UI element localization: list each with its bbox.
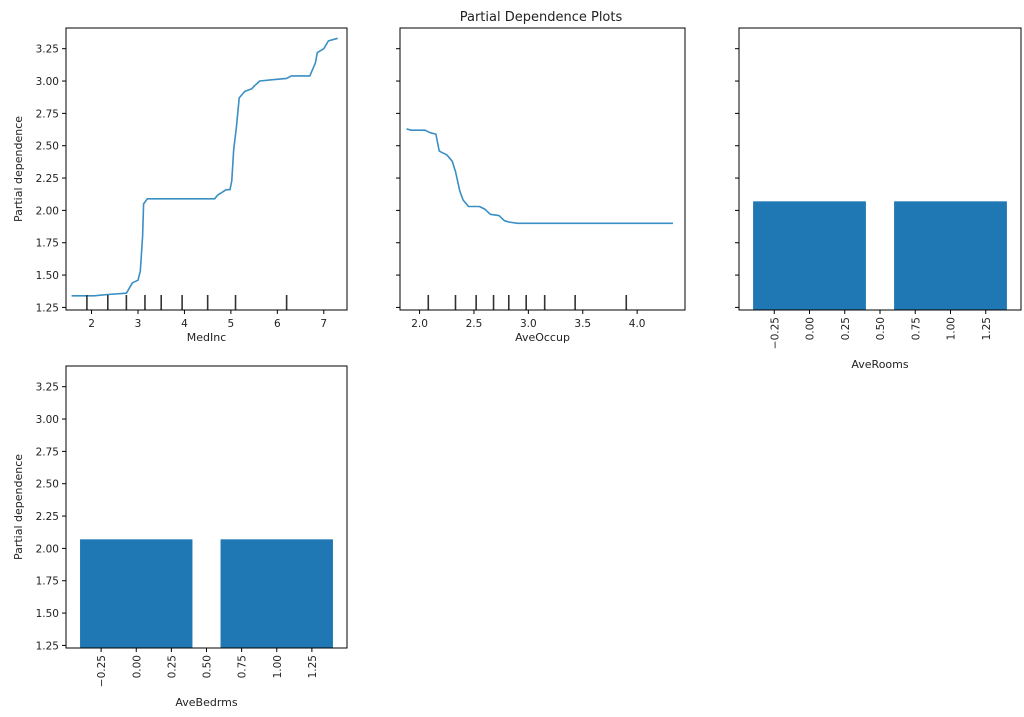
axes-frame	[399, 27, 686, 311]
ytick-label: 3.00	[36, 414, 59, 426]
ytick-label: 1.75	[36, 576, 59, 588]
ytick-label: 2.00	[36, 205, 59, 217]
xtick-label: 0.50	[875, 317, 887, 340]
xtick-label: 3	[135, 318, 142, 330]
ytick-label: 2.00	[36, 543, 59, 555]
ytick-label: 3.00	[36, 76, 59, 88]
bar-0	[80, 539, 193, 648]
x-axis-label: AveBedrms	[175, 696, 237, 709]
xtick-label: 4	[181, 318, 188, 330]
subplot-avebedrms: 1.25 1.50 1.75 2.00 2.25 2.50 2.75 3.00 3.25 −0.2…	[12, 365, 348, 709]
xtick-label: 4.0	[629, 318, 646, 330]
x-axis-label: AveRooms	[851, 358, 908, 371]
xtick-label: 2.0	[411, 318, 428, 330]
xtick-label: −0.25	[769, 317, 781, 349]
ytick-label: 3.25	[36, 44, 59, 56]
xtick-label: 7	[320, 318, 327, 330]
xtick-label: 0.75	[910, 317, 922, 340]
ytick-label: 2.25	[36, 511, 59, 523]
xtick-label: 3.0	[520, 318, 537, 330]
ytick-label: 3.25	[36, 382, 59, 394]
y-axis-label: Partial dependence	[12, 454, 25, 560]
axes-frame	[65, 27, 348, 311]
ytick-label: 2.25	[36, 173, 59, 185]
ytick-label: 1.25	[36, 640, 59, 652]
xtick-label: −0.25	[96, 655, 108, 687]
pd-line-0	[71, 37, 338, 297]
bar-0	[753, 201, 866, 310]
x-axis-label: MedInc	[187, 331, 227, 344]
xtick-label: 0.50	[202, 655, 214, 678]
subplot-medinc: 1.25 1.50 1.75 2.00 2.25 2.50 2.75 3.00 3.25 2 3 4 5…	[12, 27, 348, 344]
ytick-label: 1.50	[36, 608, 59, 620]
xtick-label: 3.5	[574, 318, 591, 330]
xtick-label: 2	[88, 318, 95, 330]
pd-line-0	[406, 128, 673, 225]
ytick-label: 1.50	[36, 270, 59, 282]
ytick-label: 2.50	[36, 479, 59, 491]
xtick-label: 0.25	[840, 317, 852, 340]
xtick-label: 0.00	[805, 317, 817, 340]
subplot-averooms: −0.25 0.00 0.25 0.50 0.75 1.00 1.25 AveRooms	[735, 27, 1022, 371]
bar-1	[894, 201, 1007, 310]
xtick-label: 0.00	[131, 655, 143, 678]
xtick-label: 1.25	[307, 655, 319, 678]
xtick-label: 1.00	[946, 317, 958, 340]
subplot-aveoccup: 2.0 2.5 3.0 3.5 4.0 AveOccup	[396, 27, 686, 344]
ytick-label: 2.75	[36, 446, 59, 458]
xtick-label: 1.00	[272, 655, 284, 678]
figure-title: Partial Dependence Plots	[460, 10, 623, 25]
ytick-label: 1.25	[36, 302, 59, 314]
ytick-label: 2.50	[36, 141, 59, 153]
xtick-label: 1.25	[981, 317, 993, 340]
ytick-label: 2.75	[36, 108, 59, 120]
xtick-label: 0.75	[237, 655, 249, 678]
xtick-label: 6	[274, 318, 281, 330]
xtick-label: 5	[228, 318, 235, 330]
x-axis-label: AveOccup	[515, 331, 570, 344]
y-axis-label: Partial dependence	[12, 116, 25, 222]
xtick-label: 0.25	[166, 655, 178, 678]
bar-1	[220, 539, 333, 648]
xtick-label: 2.5	[466, 318, 483, 330]
ytick-label: 1.75	[36, 238, 59, 250]
